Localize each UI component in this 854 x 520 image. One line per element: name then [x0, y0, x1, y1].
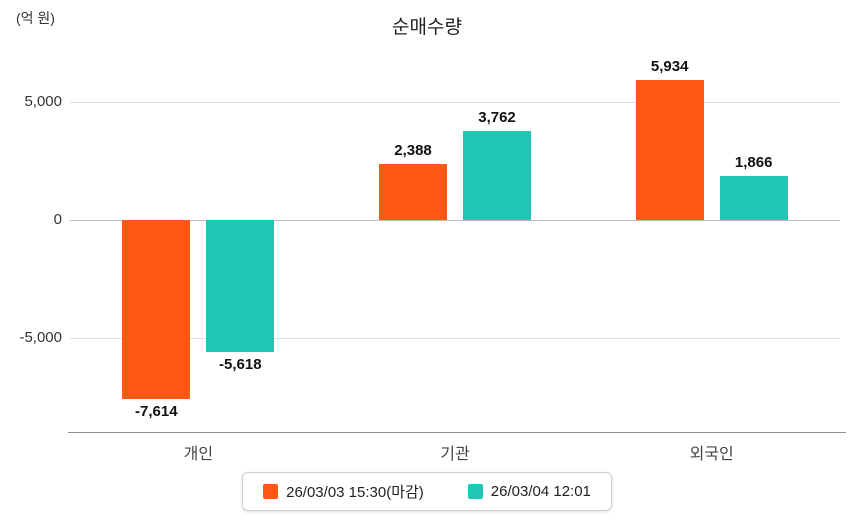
bar-value-label: 5,934: [650, 58, 689, 76]
legend-label: 26/03/03 15:30(마감): [286, 484, 424, 501]
x-category-label: 기관: [440, 446, 470, 463]
bar-value-label: 3,762: [478, 109, 516, 127]
y-tick-label: -5,000: [19, 328, 62, 346]
legend-swatch: [467, 484, 483, 499]
y-axis-unit-label: (억 원): [16, 10, 55, 26]
plot-area: -7,614 -5,618 2,388 3,762 5,934 1,866: [70, 55, 840, 432]
legend-item: 26/03/04 12:01: [467, 483, 591, 500]
chart-title: 순매수량: [392, 17, 462, 38]
bar: [463, 131, 531, 220]
legend-label: 26/03/04 12:01: [490, 483, 591, 500]
grid-line: [70, 102, 840, 104]
y-axis-tick-labels: 5,000 0 -5,000: [0, 0, 62, 520]
x-category-label: 개인: [183, 446, 214, 463]
grid-line: [70, 337, 840, 339]
bar: [206, 219, 275, 353]
x-axis-category-labels: 개인 기관 외국인: [70, 440, 840, 464]
bar-value-label: 1,866: [734, 153, 773, 171]
x-axis-line: [68, 432, 846, 433]
bar-value-label: -5,618: [219, 356, 262, 374]
bar: [122, 219, 191, 400]
zero-line: [70, 219, 840, 221]
legend-wrapper: 26/03/03 15:30(마감) 26/03/04 12:01: [0, 472, 854, 511]
bar: [379, 163, 447, 220]
bar-value-label: 2,388: [394, 141, 432, 159]
legend-swatch: [263, 484, 279, 499]
bar: [719, 175, 788, 220]
bar-value-label: -7,614: [135, 403, 178, 421]
bar: [635, 80, 704, 220]
x-category-label: 외국인: [689, 446, 734, 463]
y-tick-label: 0: [53, 210, 62, 228]
y-tick-label: 5,000: [24, 93, 62, 111]
legend-item: 26/03/03 15:30(마감): [263, 481, 424, 502]
legend: 26/03/03 15:30(마감) 26/03/04 12:01: [242, 472, 612, 511]
